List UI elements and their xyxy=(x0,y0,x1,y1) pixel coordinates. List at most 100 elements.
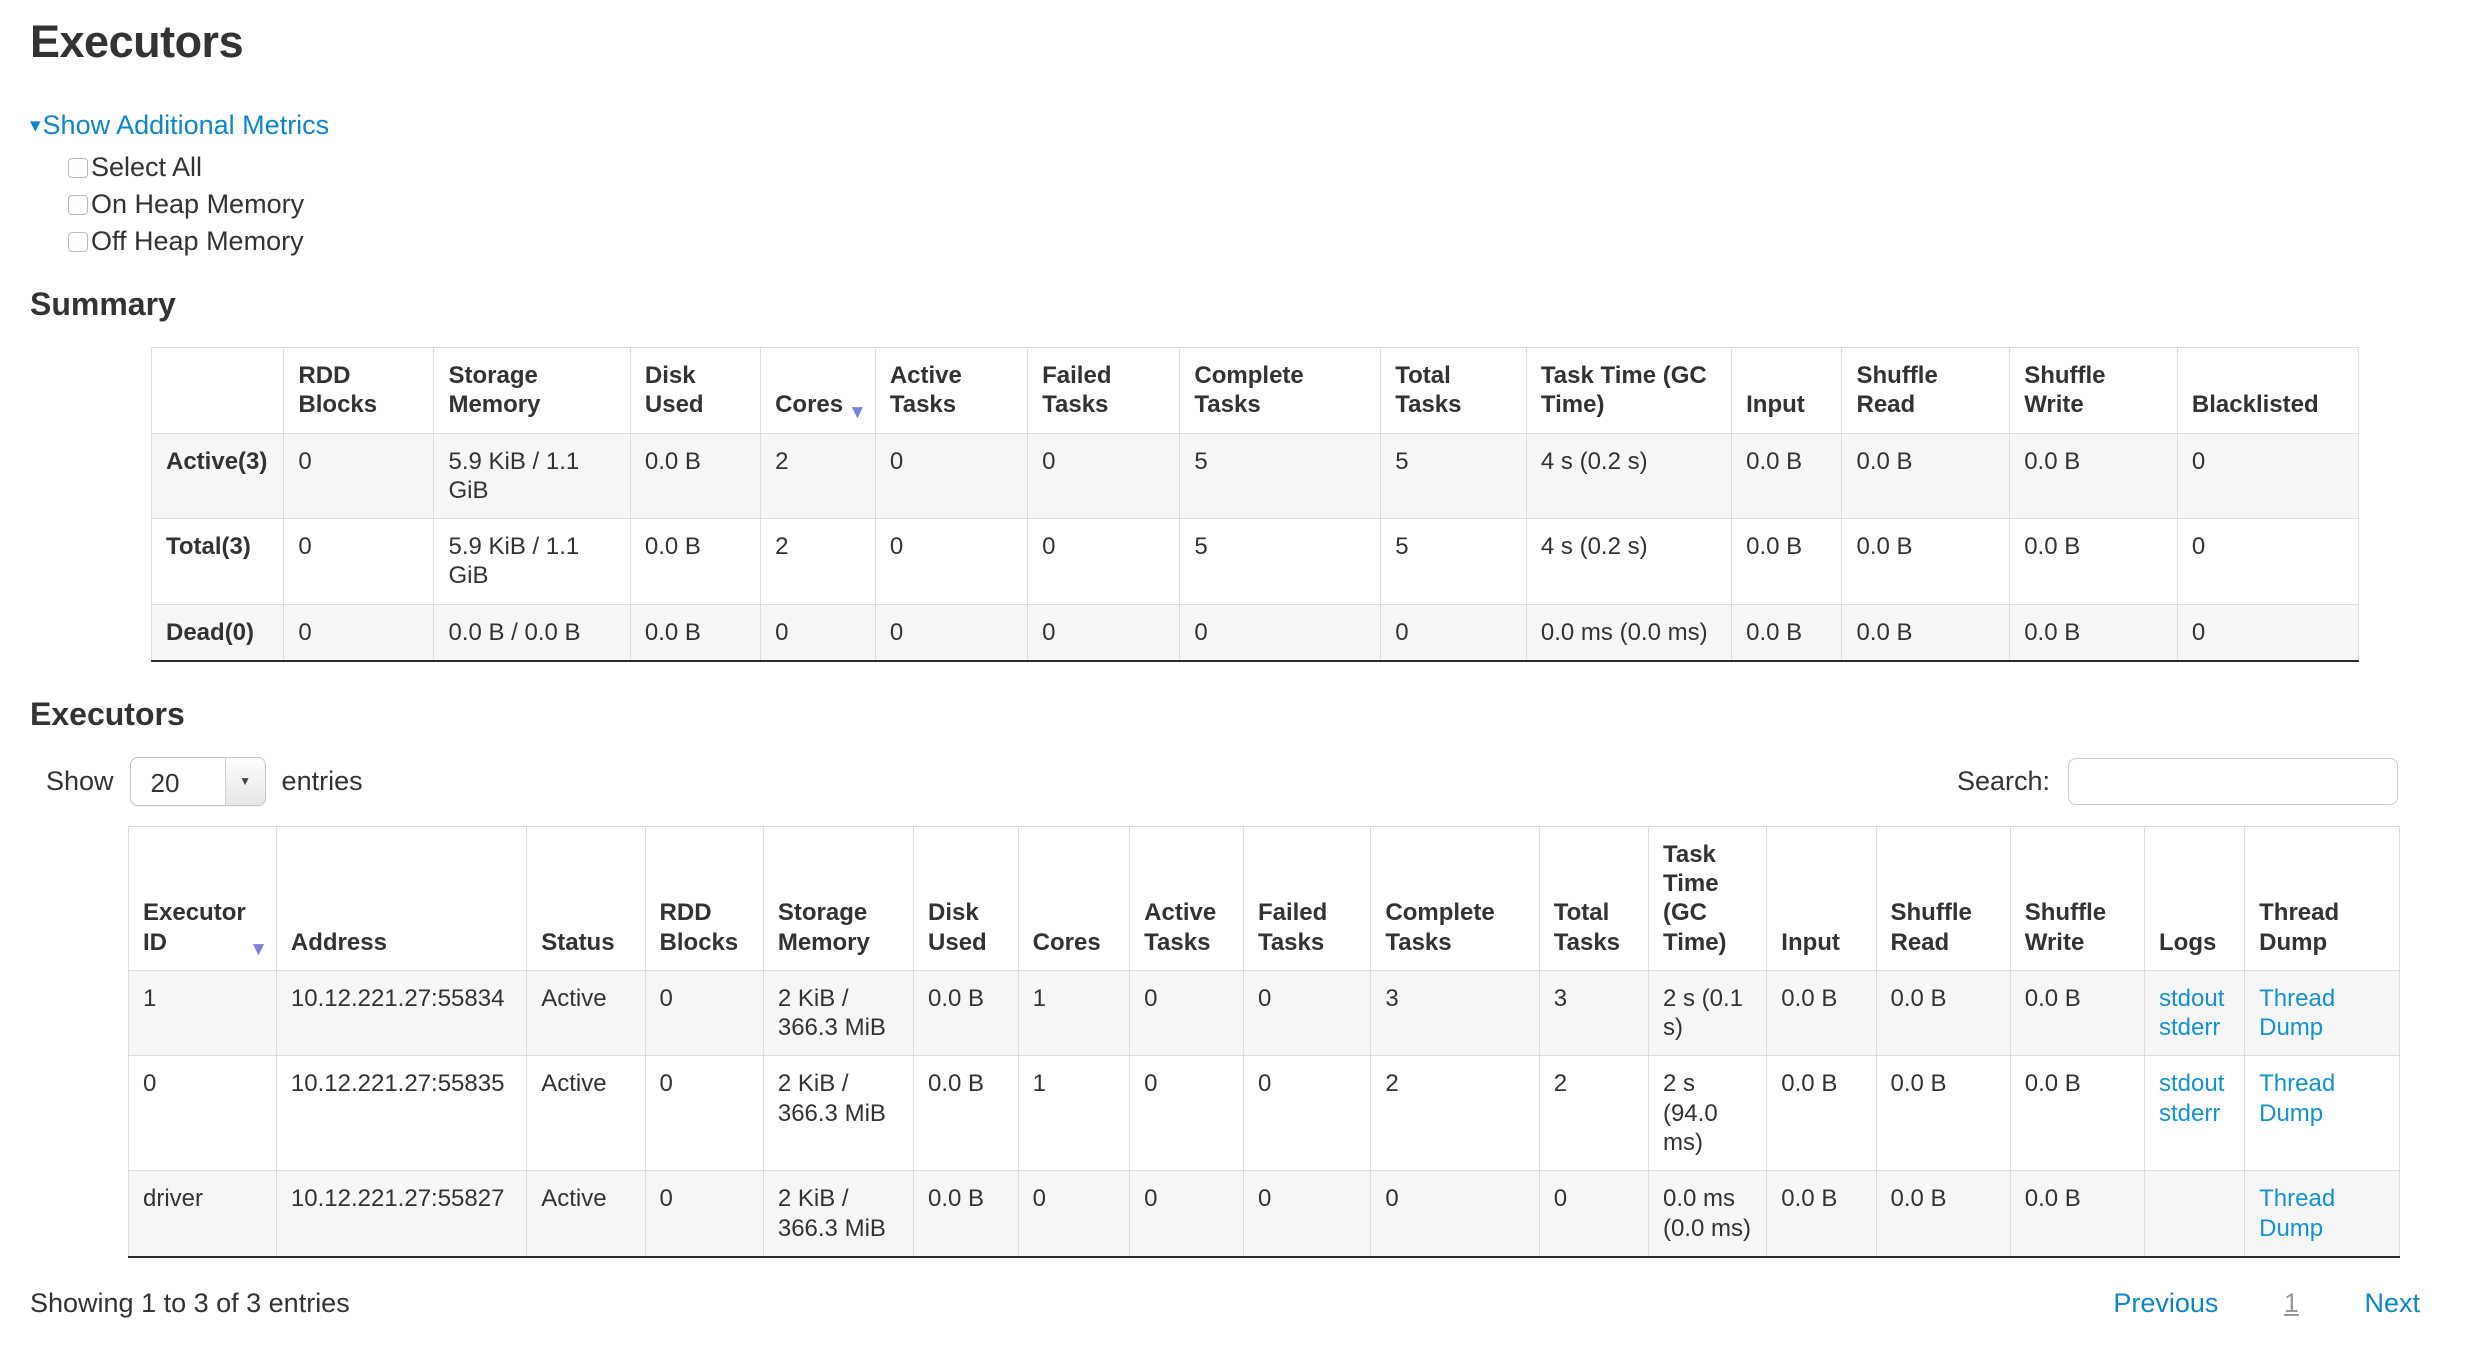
checkbox-icon[interactable] xyxy=(68,158,88,178)
executors-column-header-status[interactable]: Status xyxy=(526,825,646,971)
thread-dump-link[interactable]: Thread Dump xyxy=(2259,1070,2336,1127)
executor-cell: 0.0 B xyxy=(1875,1170,2011,1258)
table-footer: Showing 1 to 3 of 3 entries Previous 1 N… xyxy=(30,1288,2420,1319)
executor-cell: 0.0 B xyxy=(913,1055,1019,1172)
executors-column-header-shuffle-write[interactable]: Shuffle Write xyxy=(2009,825,2146,971)
thread-dump-link[interactable]: Thread Dump xyxy=(2259,1185,2336,1242)
pagination-previous[interactable]: Previous xyxy=(2113,1287,2219,1318)
stderr-link[interactable]: stderr xyxy=(2159,1014,2221,1042)
summary-column-header-cores[interactable]: Cores ▼ xyxy=(760,347,876,434)
summary-cell: 0 xyxy=(283,603,435,662)
column-header-label: Shuffle Write xyxy=(2024,362,2106,419)
executor-cell: 0 xyxy=(644,1055,764,1172)
summary-column-header-task-time-gc-time[interactable]: Task Time (GC Time) xyxy=(1525,347,1733,434)
search-control: Search: xyxy=(1956,757,2420,805)
metric-checkbox-off-heap-memory[interactable]: Off Heap Memory xyxy=(68,223,2420,260)
summary-cell: 0.0 B xyxy=(629,518,762,605)
pagination-page-1[interactable]: 1 xyxy=(2283,1287,2299,1318)
executors-column-header-failed-tasks[interactable]: Failed Tasks xyxy=(1242,825,1372,971)
column-header-label: Total Tasks xyxy=(1395,362,1462,419)
logs-cell: stdout stderr xyxy=(2143,969,2246,1057)
thread-dump-link[interactable]: Thread Dump xyxy=(2259,984,2336,1042)
executor-cell: 10.12.221.27:55827 xyxy=(275,1170,528,1258)
stdout-link[interactable]: stdout xyxy=(2159,1070,2225,1098)
summary-cell: 0.0 B xyxy=(629,603,762,662)
executor-cell: 2 xyxy=(1538,1055,1649,1172)
executor-cell: 10.12.221.27:55834 xyxy=(275,969,528,1057)
summary-column-header-rdd-blocks[interactable]: RDD Blocks xyxy=(283,347,435,434)
executors-column-header-active-tasks[interactable]: Active Tasks xyxy=(1129,825,1244,971)
executors-column-header-address[interactable]: Address xyxy=(275,825,528,971)
summary-cell: 4 s (0.2 s) xyxy=(1525,518,1733,605)
executor-cell: Active xyxy=(526,969,646,1057)
column-header-label: RDD Blocks xyxy=(298,362,378,419)
summary-cell: 0.0 B xyxy=(1731,518,1843,605)
thread-dump-cell: Thread Dump xyxy=(2244,969,2400,1057)
executors-column-header-disk-used[interactable]: Disk Used xyxy=(913,825,1019,971)
summary-heading: Summary xyxy=(30,286,176,322)
checkbox-icon[interactable] xyxy=(68,195,88,215)
summary-cell: 0 xyxy=(1027,432,1181,520)
summary-column-header-input[interactable]: Input xyxy=(1731,347,1843,434)
executors-column-header-rdd-blocks[interactable]: RDD Blocks xyxy=(644,825,764,971)
executor-cell: 0.0 B xyxy=(1875,969,2011,1057)
stdout-link[interactable]: stdout xyxy=(2159,984,2225,1012)
executors-column-header-task-time-gc-time[interactable]: Task Time (GC Time) xyxy=(1647,825,1768,971)
column-header-label: Task Time (GC Time) xyxy=(1662,840,1727,956)
summary-cell: 0 xyxy=(2176,432,2360,520)
search-input[interactable] xyxy=(2068,757,2398,805)
column-header-label: Blacklisted xyxy=(2191,391,2319,419)
metric-checkbox-select-all[interactable]: Select All xyxy=(68,149,2420,186)
column-header-label: Storage Memory xyxy=(448,362,541,419)
summary-row-label: Total(3) xyxy=(150,518,285,605)
executor-cell: Active xyxy=(526,1170,646,1258)
executors-column-header-cores[interactable]: Cores xyxy=(1017,825,1131,971)
summary-cell: 0.0 ms (0.0 ms) xyxy=(1525,603,1733,662)
summary-column-header-blank[interactable] xyxy=(150,347,285,434)
executor-cell: 2 xyxy=(1370,1055,1540,1172)
select-dropdown-button[interactable]: ▼ xyxy=(224,757,265,805)
pagination-next[interactable]: Next xyxy=(2364,1287,2420,1318)
summary-column-header-failed-tasks[interactable]: Failed Tasks xyxy=(1027,347,1181,434)
page-length-select[interactable]: 20 ▼ xyxy=(129,756,266,806)
checkbox-label: On Heap Memory xyxy=(91,189,305,219)
checkbox-label: Off Heap Memory xyxy=(91,226,304,256)
summary-cell: 0 xyxy=(1179,603,1382,662)
summary-cell: 0 xyxy=(1027,518,1181,605)
executors-column-header-logs[interactable]: Logs xyxy=(2143,825,2246,971)
metric-checkbox-on-heap-memory[interactable]: On Heap Memory xyxy=(68,186,2420,223)
summary-table: RDD Blocks Storage Memory Disk Used Cores ▼ A… xyxy=(150,347,2360,662)
summary-column-header-shuffle-write[interactable]: Shuffle Write xyxy=(2009,347,2178,434)
summary-cell: 2 xyxy=(760,432,876,520)
executor-cell: 0.0 B xyxy=(1766,1170,1877,1258)
column-header-label: Disk Used xyxy=(644,362,704,419)
summary-column-header-shuffle-read[interactable]: Shuffle Read xyxy=(1841,347,2011,434)
summary-cell: 0 xyxy=(874,518,1029,605)
executor-row-1: 1 10.12.221.27:55834 Active 0 2 KiB / 366.3 … xyxy=(128,969,2400,1057)
column-header-label: RDD Blocks xyxy=(659,899,739,956)
executor-cell: 0 xyxy=(644,969,764,1057)
executor-cell: 0 xyxy=(1129,1055,1244,1172)
summary-cell: 0 xyxy=(2176,518,2360,605)
stderr-link[interactable]: stderr xyxy=(2159,1099,2221,1127)
sort-descending-icon: ▼ xyxy=(249,938,268,960)
checkbox-icon[interactable] xyxy=(68,232,88,252)
executors-column-header-input[interactable]: Input xyxy=(1766,825,1877,971)
executors-column-header-storage-memory[interactable]: Storage Memory xyxy=(762,825,915,971)
executors-column-header-complete-tasks[interactable]: Complete Tasks xyxy=(1370,825,1540,971)
executor-cell: 0 xyxy=(1129,969,1244,1057)
executors-column-header-executor-id[interactable]: Executor ID ▼ xyxy=(128,825,277,971)
show-additional-metrics-link[interactable]: ▾Show Additional Metrics xyxy=(30,110,2420,141)
executors-column-header-total-tasks[interactable]: Total Tasks xyxy=(1538,825,1649,971)
executors-column-header-thread-dump[interactable]: Thread Dump xyxy=(2244,825,2400,971)
show-additional-metrics-label: Show Additional Metrics xyxy=(42,110,330,140)
summary-column-header-active-tasks[interactable]: Active Tasks xyxy=(874,347,1029,434)
summary-column-header-disk-used[interactable]: Disk Used xyxy=(629,347,762,434)
search-label: Search: xyxy=(1956,765,2050,796)
summary-column-header-total-tasks[interactable]: Total Tasks xyxy=(1380,347,1527,434)
summary-column-header-blacklisted[interactable]: Blacklisted xyxy=(2176,347,2360,434)
summary-column-header-storage-memory[interactable]: Storage Memory xyxy=(433,347,631,434)
executors-column-header-shuffle-read[interactable]: Shuffle Read xyxy=(1875,825,2011,971)
summary-column-header-complete-tasks[interactable]: Complete Tasks xyxy=(1179,347,1382,434)
executors-heading: Executors xyxy=(30,695,185,732)
